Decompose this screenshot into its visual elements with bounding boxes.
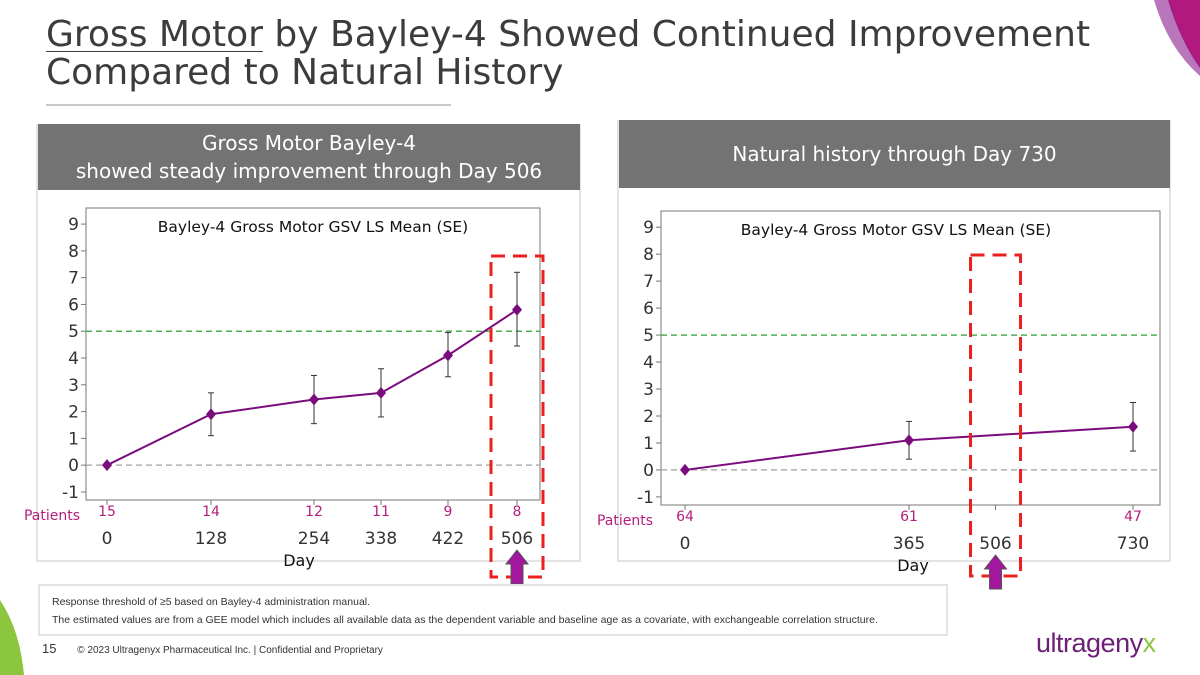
y-tick-label: 7 xyxy=(643,272,654,292)
y-tick-label: 6 xyxy=(643,299,654,319)
title-underlined: Gross Motor xyxy=(46,14,263,55)
chart-title: Bayley-4 Gross Motor GSV LS Mean (SE) xyxy=(158,218,468,236)
patients-label: Patients xyxy=(24,508,80,524)
copyright: © 2023 Ultragenyx Pharmaceutical Inc. | … xyxy=(77,645,383,656)
x-tick-label: 128 xyxy=(195,529,227,549)
data-point xyxy=(376,386,386,399)
logo-part1: ultra xyxy=(1036,628,1087,658)
highlight-arrow xyxy=(983,554,1008,590)
chart-title: Bayley-4 Gross Motor GSV LS Mean (SE) xyxy=(741,221,1051,239)
footnotes-box: Response threshold of ≥5 based on Bayley… xyxy=(38,584,948,636)
x-tick-label: 0 xyxy=(102,529,113,549)
data-point xyxy=(680,463,690,476)
patient-count: 61 xyxy=(900,509,918,525)
patient-count: 64 xyxy=(676,509,694,525)
y-tick-label: 4 xyxy=(68,349,79,369)
x-tick-label: 506 xyxy=(979,534,1011,554)
footer: 15 © 2023 Ultragenyx Pharmaceutical Inc.… xyxy=(42,641,383,656)
x-tick-label: 338 xyxy=(365,529,397,549)
y-tick-label: 9 xyxy=(643,218,654,238)
x-tick-label: 506 xyxy=(501,529,533,549)
data-point xyxy=(102,459,112,472)
x-tick-label: 254 xyxy=(298,529,330,549)
data-point xyxy=(512,303,522,316)
patient-count: 12 xyxy=(305,504,323,520)
y-tick-label: -1 xyxy=(637,488,654,508)
y-tick-label: 2 xyxy=(643,407,654,427)
right-header-text: Natural history through Day 730 xyxy=(732,142,1057,166)
y-tick-label: -1 xyxy=(62,483,79,503)
left-header-line1: Gross Motor Bayley-4 xyxy=(202,131,416,155)
chart-right: -1 0 1 2 3 4 5 6 7 8 9 Bayley-4 Gross Motor GSV LS … xyxy=(597,210,1161,590)
highlight-arrow xyxy=(504,549,530,585)
ultragenyx-logo: ultragenyx xyxy=(1036,628,1156,659)
decor-bottom-left xyxy=(0,600,24,675)
y-tick-label: 4 xyxy=(643,353,654,373)
data-point xyxy=(1128,420,1138,433)
x-axis-label: Day xyxy=(283,551,315,570)
logo-part2: geny xyxy=(1086,628,1143,658)
x-tick-label: 730 xyxy=(1117,534,1149,554)
patient-count: 15 xyxy=(98,504,116,520)
y-tick-label: 1 xyxy=(643,434,654,454)
logo-part3: x xyxy=(1142,628,1157,658)
y-tick-label: 9 xyxy=(68,215,79,235)
y-tick-label: 1 xyxy=(68,429,79,449)
right-panel-header: Natural history through Day 730 xyxy=(619,120,1170,188)
x-axis-label: Day xyxy=(897,556,929,575)
data-point xyxy=(443,349,453,362)
y-tick-label: 8 xyxy=(68,242,79,262)
y-tick-label: 3 xyxy=(643,380,654,400)
data-point xyxy=(309,393,319,406)
series-line xyxy=(106,308,518,467)
left-header-line2: showed steady improvement through Day 50… xyxy=(75,159,543,183)
data-point xyxy=(206,408,216,421)
title-divider xyxy=(46,104,451,106)
patient-count: 47 xyxy=(1124,509,1142,525)
x-tick-label: 0 xyxy=(680,534,691,554)
right-chart-panel xyxy=(617,120,1171,562)
y-tick-label: 5 xyxy=(68,322,79,342)
y-tick-label: 8 xyxy=(643,245,654,265)
patient-count: 9 xyxy=(444,504,453,520)
footnote-1: Response threshold of ≥5 based on Bayley… xyxy=(52,596,371,608)
page-number: 15 xyxy=(42,641,57,656)
patient-count: 14 xyxy=(202,504,220,520)
plot-frame xyxy=(85,207,541,501)
y-tick-label: 7 xyxy=(68,269,79,289)
highlight-box xyxy=(969,253,1023,578)
x-tick-label: 422 xyxy=(432,529,464,549)
patients-label: Patients xyxy=(597,513,653,529)
data-point xyxy=(904,434,914,447)
x-tick-label: 365 xyxy=(893,534,925,554)
patient-count: 11 xyxy=(372,504,390,520)
plot-frame xyxy=(660,210,1161,506)
left-panel-header: Gross Motor Bayley-4 showed steady impro… xyxy=(38,124,580,190)
patient-count: 8 xyxy=(513,504,522,520)
footnote-2: The estimated values are from a GEE mode… xyxy=(52,614,878,626)
page-title: Gross Motor by Bayley-4 Showed Continued… xyxy=(46,16,1156,92)
y-tick-label: 5 xyxy=(643,326,654,346)
title-rest: by Bayley-4 Showed Continued Improvement… xyxy=(46,14,1091,93)
y-tick-label: 2 xyxy=(68,403,79,423)
y-tick-label: 0 xyxy=(68,456,79,476)
y-tick-label: 0 xyxy=(643,461,654,481)
y-tick-label: 6 xyxy=(68,295,79,315)
y-tick-label: 3 xyxy=(68,376,79,396)
decor-top-right xyxy=(1154,0,1200,76)
